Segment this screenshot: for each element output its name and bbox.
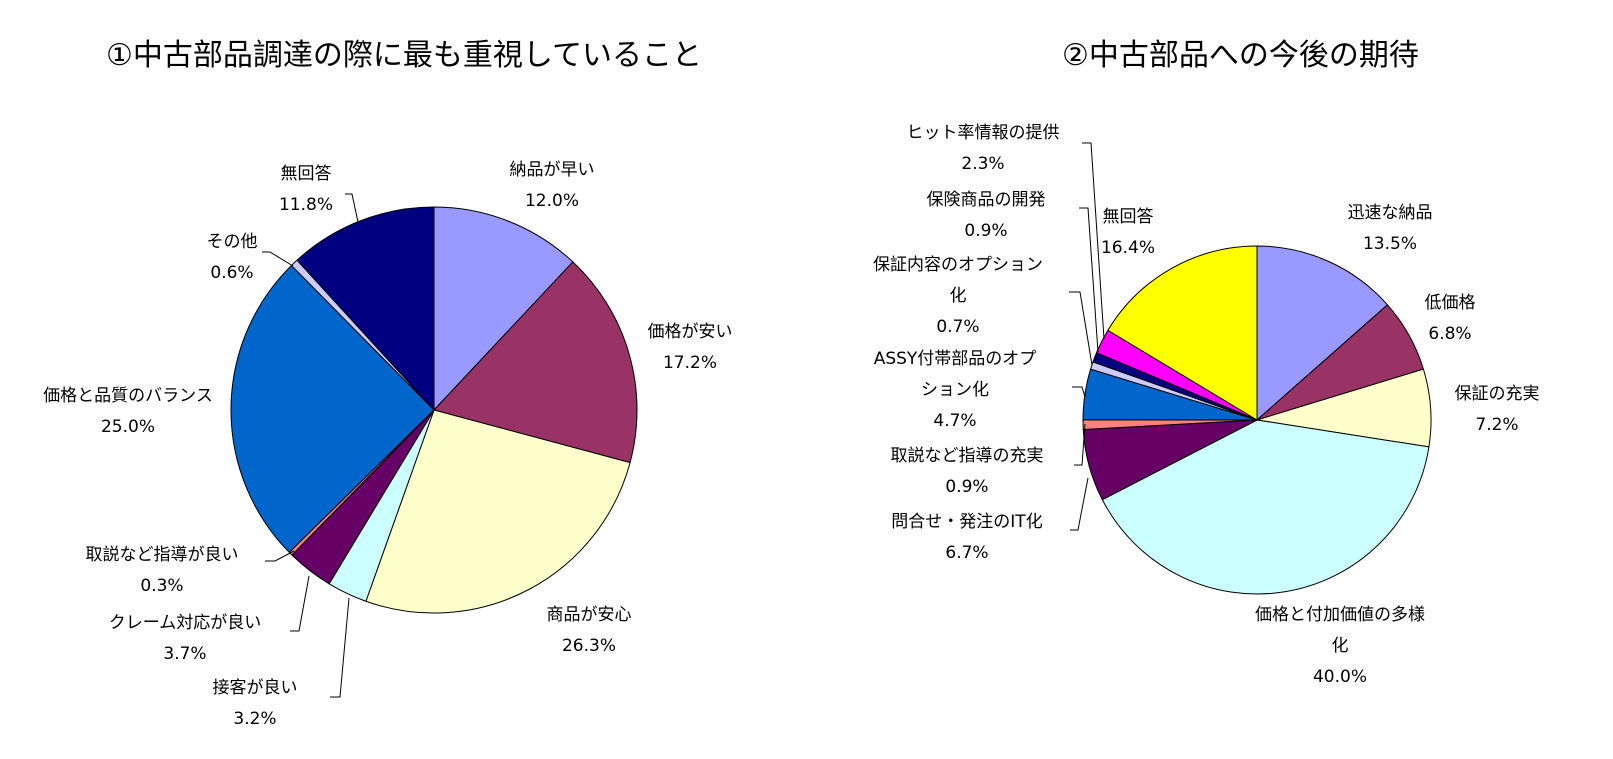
pie-2-label-1: 迅速な納品 13.5%	[1348, 203, 1433, 254]
pie-1-leader-9	[345, 193, 359, 223]
pie-2-label-10: ヒット率情報の提供 2.3%	[907, 123, 1060, 174]
pie-2-leader-9	[1079, 207, 1099, 353]
chart-1-title: ①中古部品調達の際に最も重視していること	[106, 38, 702, 73]
pie-1-leader-5	[290, 575, 310, 632]
pie-1-slice-7	[230, 264, 435, 554]
pie-2-label-6: 取説など指導の充実 0.9%	[891, 446, 1044, 497]
pie-1-label-5: クレーム対応が良い 3.7%	[109, 613, 262, 664]
pie-1-slice-3	[365, 409, 631, 614]
pie-1-label-2: 価格が安い 17.2%	[648, 322, 733, 373]
pie-2-label-9: 保険商品の開発 0.9%	[927, 190, 1046, 241]
pie-1-label-1: 納品が早い 12.0%	[510, 160, 595, 211]
pie-2-leader-6	[1074, 423, 1086, 466]
pie-2-slice-11	[1107, 245, 1258, 421]
pie-2-label-5: 問合せ・発注のIT化 6.7%	[891, 512, 1042, 563]
pie-1-label-9: 無回答 11.8%	[279, 164, 333, 215]
pie-1-label-4: 接客が良い 3.2%	[213, 678, 298, 729]
pie-chart-2: 迅速な納品 13.5% 低価格 6.8% 保証の充実 7.2% 価格と付加価値の多様化 40.…	[873, 123, 1540, 687]
pie-2-label-4: 価格と付加価値の多様化 40.0%	[1255, 605, 1425, 687]
pie-1-label-7: 価格と品質のバランス 25.0%	[43, 386, 213, 437]
pie-1-leader-8	[262, 251, 294, 267]
pie-2-slice-1	[1256, 245, 1389, 422]
pie-1-label-6: 取説など指導が良い 0.3%	[86, 545, 239, 596]
pie-1-label-3: 商品が安心 26.3%	[547, 605, 632, 656]
pie-2-label-11: 無回答 16.4%	[1101, 207, 1155, 258]
pie-2-leader-7	[1072, 386, 1086, 398]
pie-2-label-2: 低価格 6.8%	[1425, 293, 1476, 344]
pie-1-slice-1	[433, 206, 574, 412]
pie-2-label-7: ASSY付帯部品のオプション化 4.7%	[874, 349, 1037, 431]
pie-2-slice-4	[1101, 419, 1430, 595]
pie-2-label-3: 保証の充実 7.2%	[1455, 384, 1540, 435]
chart-2-title: ②中古部品への今後の期待	[1062, 38, 1419, 73]
pie-2-leader-5	[1070, 477, 1089, 531]
pie-1-slice-9	[296, 206, 435, 412]
pie-1-slice-2	[433, 261, 638, 464]
pie-1-leader-6	[265, 550, 295, 562]
pie-2-leader-10	[1082, 142, 1105, 340]
pie-chart-1: 納品が早い 12.0% 価格が安い 17.2% 商品が安心 26.3% 接客が良い 3.2% ク…	[43, 160, 732, 729]
pie-1-label-8: その他 0.6%	[207, 232, 258, 283]
pie-1-leader-4	[330, 597, 350, 698]
pie-2-label-8: 保証内容のオプション化 0.7%	[873, 255, 1043, 337]
pie-2-leader-8	[1069, 291, 1093, 366]
